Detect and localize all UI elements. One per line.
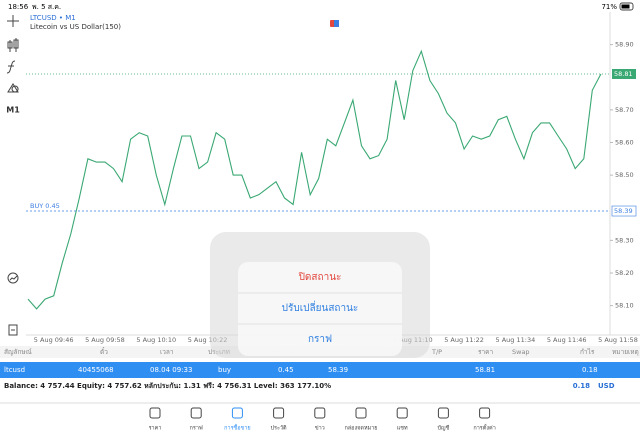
status-date: พ. 5 ส.ค. [32, 3, 61, 11]
plot: 58.10 58.20 58.30 58.50 58.60 58.70 58.90 5 Aug… [26, 41, 638, 344]
tab-label[interactable]: ข่าว [315, 426, 325, 432]
x-tick-label: 5 Aug 09:58 [85, 336, 125, 344]
toolbar [6, 15, 19, 336]
cell: 0.18 [582, 366, 598, 374]
battery-level: 71% [601, 3, 617, 11]
battery-icon [619, 2, 634, 11]
column-header: เวลา [160, 348, 174, 356]
chart-subtitle: Litecoin vs US Dollar(150) [30, 23, 121, 31]
y-tick-label: 58.90 [615, 41, 634, 49]
x-tick-label: 5 Aug 10:22 [188, 336, 228, 344]
x-tick-label: 5 Aug 11:58 [598, 336, 638, 344]
tab-icon[interactable] [314, 407, 326, 419]
current-price-badge [612, 68, 636, 79]
table-rows: ltcusd 40455068 08.04 09:33 buy 0.45 58.39 58.… [4, 366, 598, 374]
tab-label[interactable]: ประวัติ [271, 425, 287, 432]
currency: USD [598, 382, 615, 390]
tab-label[interactable]: กล่องจดหมาย [344, 426, 377, 432]
cell: buy [218, 366, 231, 374]
column-header: ตั๋ว [100, 347, 108, 356]
clock-icon[interactable] [7, 272, 19, 284]
cell: 58.39 [328, 366, 348, 374]
tab-label[interactable]: บัญชี [437, 425, 449, 432]
column-header: กำไร [580, 348, 595, 356]
tab-icon[interactable] [355, 407, 367, 419]
chart-symbol: LTCUSD • M1 [30, 14, 76, 22]
current-price-label: 58.81 [614, 70, 633, 78]
tab-label[interactable]: กราฟ [190, 425, 203, 432]
new-order-icon[interactable] [8, 324, 18, 336]
tab-icon[interactable] [479, 407, 491, 419]
tab-icon[interactable] [273, 407, 285, 419]
account-summary: Balance: 4 757.44 Equity: 4 757.62 หลักป… [4, 382, 331, 390]
x-tick-label: 5 Aug 10:10 [136, 336, 176, 344]
cell: 08.04 09:33 [150, 366, 192, 374]
cell: 0.45 [278, 366, 294, 374]
cell: 58.81 [475, 366, 495, 374]
order-price-badge [611, 205, 637, 217]
one-click-icon-half [334, 20, 339, 27]
timeframe[interactable]: M1 [6, 106, 20, 115]
indicator-icon[interactable] [6, 60, 16, 74]
y-tick-label: 58.70 [615, 106, 634, 114]
x-tick-label: 5 Aug 09:46 [34, 336, 74, 344]
crosshair-icon[interactable] [7, 15, 19, 27]
column-header: Swap [512, 348, 530, 356]
y-tick-label: 58.20 [615, 269, 634, 277]
x-tick-label: 5 Aug 11:22 [444, 336, 484, 344]
y-tick-label: 58.30 [615, 236, 634, 244]
price-line [27, 49, 602, 310]
column-header: สัญลักษณ์ [4, 348, 32, 356]
clock-hand [9, 275, 18, 281]
tab-icon[interactable] [437, 407, 449, 419]
tab-icon[interactable] [149, 407, 161, 419]
cell: 40455068 [78, 366, 114, 374]
tab-icon[interactable] [231, 407, 243, 419]
tab-label[interactable]: ราคา [149, 426, 162, 432]
order-line-label: BUY 0.45 [30, 202, 60, 210]
tab-label[interactable]: การตั้งค่า [473, 424, 495, 432]
y-tick-label: 58.50 [615, 171, 634, 179]
objects-icon[interactable] [7, 83, 19, 93]
y-tick-label: 58.10 [615, 302, 634, 310]
tab-label[interactable]: การซื้อขาย [224, 424, 250, 432]
cell: ltcusd [4, 366, 25, 374]
popup-item[interactable]: ปิดสถานะ [298, 272, 341, 283]
column-header: ราคา [478, 348, 493, 356]
candles-icon[interactable] [7, 38, 19, 52]
x-tick-label: 5 Aug 11:34 [496, 336, 536, 344]
column-header: T/P [431, 348, 442, 356]
tab-label[interactable]: แชท [397, 425, 408, 432]
column-header: หมายเหตุ [612, 348, 639, 356]
total-profit: 0.18 [573, 382, 590, 390]
y-tick-label: 58.60 [615, 139, 634, 147]
popup-item[interactable]: กราฟ [308, 334, 332, 345]
tab-icon[interactable] [190, 407, 202, 419]
selected-row-bg[interactable] [0, 362, 640, 378]
order-price-label: 58.39 [614, 207, 633, 215]
popup [238, 262, 402, 356]
status-time: 18:56 [8, 3, 29, 11]
battery-fill [621, 4, 630, 9]
tab-bar: ราคา กราฟ การซื้อขาย ประวัติ ข่าว กล่องจดหมาย… [149, 407, 496, 432]
x-tick-label: 5 Aug 11:46 [547, 336, 587, 344]
tab-icon[interactable] [396, 407, 408, 419]
popup-item[interactable]: ปรับเปลี่ยนสถานะ [282, 300, 359, 314]
